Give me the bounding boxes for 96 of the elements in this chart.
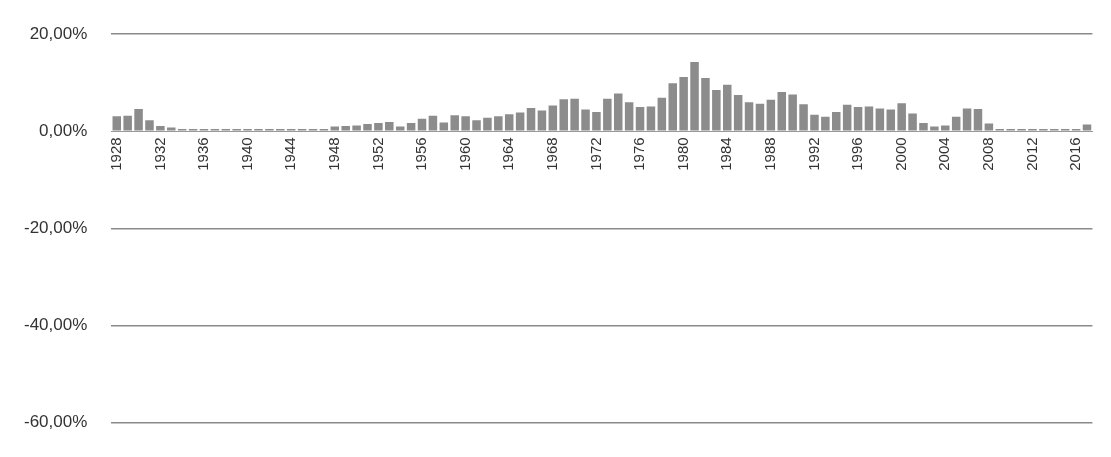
- bar: [766, 99, 776, 131]
- bar: [624, 102, 634, 131]
- bar: [363, 124, 372, 131]
- x-tick-label: 1952: [368, 137, 386, 171]
- y-tick-label: -60,00%: [23, 412, 88, 432]
- bar: [504, 114, 514, 131]
- bar: [537, 110, 547, 131]
- bar: [755, 103, 765, 131]
- bar: [570, 98, 579, 131]
- bar: [592, 111, 601, 131]
- bar: [330, 126, 340, 131]
- x-tick-label: 1960: [455, 137, 473, 171]
- bar: [842, 104, 852, 131]
- x-tick-label: 1928: [106, 137, 124, 171]
- bar: [646, 106, 656, 131]
- bar: [919, 123, 928, 131]
- x-tick-label: 1948: [324, 137, 342, 171]
- bar: [701, 77, 710, 131]
- bar: [984, 123, 994, 131]
- bar: [973, 109, 983, 131]
- bar: [788, 94, 797, 131]
- bar: [374, 123, 383, 131]
- bar: [744, 102, 754, 131]
- bar: [581, 109, 590, 131]
- bar: [341, 126, 350, 131]
- bar: [461, 116, 470, 131]
- bar: [821, 116, 830, 131]
- bar: [472, 120, 481, 131]
- bar: [559, 99, 568, 131]
- bar: [395, 126, 405, 131]
- bar: [385, 122, 394, 131]
- bar: [864, 106, 874, 131]
- x-tick-label: 1956: [412, 137, 430, 171]
- x-tick-label: 1932: [150, 137, 168, 171]
- y-tick-label: 0,00%: [39, 121, 88, 141]
- bar: [156, 126, 165, 131]
- bar: [723, 84, 732, 131]
- x-tick-label: 1968: [542, 137, 560, 171]
- bar: [613, 93, 623, 131]
- bar: [679, 76, 688, 131]
- bar: [483, 117, 492, 131]
- bar: [712, 90, 721, 131]
- bar: [690, 61, 699, 131]
- bar: [494, 116, 503, 131]
- x-tick-label: 1944: [281, 137, 299, 171]
- bar: [886, 109, 896, 131]
- x-tick-label: 1992: [804, 137, 822, 171]
- x-tick-label: 1936: [194, 137, 212, 171]
- bar: [962, 108, 972, 131]
- bar: [733, 94, 743, 131]
- bar: [123, 115, 132, 131]
- bar: [417, 118, 427, 131]
- bar: [526, 108, 536, 131]
- bar: [930, 126, 939, 131]
- x-tick-label: 1964: [499, 137, 517, 171]
- bar: [515, 112, 525, 131]
- bar: [1082, 124, 1092, 131]
- bar: [908, 113, 917, 131]
- bar: [450, 115, 459, 131]
- x-tick-label: 1940: [237, 137, 255, 171]
- bar: [112, 116, 122, 131]
- bar: [145, 120, 154, 131]
- bar: [853, 107, 863, 131]
- x-tick-label: 1996: [848, 137, 866, 171]
- bar: [799, 104, 808, 131]
- x-tick-label: 1984: [717, 137, 735, 171]
- bar: [951, 116, 961, 131]
- y-tick-label: -20,00%: [23, 218, 88, 238]
- x-tick-label: 1972: [586, 137, 604, 171]
- bar: [832, 111, 841, 131]
- bar: [810, 114, 819, 131]
- bar: [777, 92, 787, 131]
- bar: [167, 127, 176, 131]
- y-tick-label: 20,00%: [29, 23, 88, 43]
- bar: [352, 125, 361, 131]
- bar: [428, 115, 438, 131]
- bar: [668, 83, 677, 131]
- bar: [439, 122, 449, 131]
- bar: [134, 109, 143, 131]
- x-tick-label: 2004: [935, 137, 953, 171]
- x-tick-label: 2012: [1022, 137, 1040, 171]
- bar: [548, 105, 558, 131]
- x-tick-label: 2000: [891, 137, 909, 171]
- x-tick-label: 2016: [1066, 137, 1084, 171]
- y-tick-label: -40,00%: [23, 315, 88, 335]
- x-tick-label: 1980: [673, 137, 691, 171]
- bar: [635, 107, 645, 131]
- bar: [941, 125, 950, 131]
- bar: [897, 103, 906, 131]
- bar: [406, 123, 416, 131]
- x-tick-label: 1976: [630, 137, 648, 171]
- bar: [603, 98, 612, 131]
- x-tick-label: 2008: [979, 137, 997, 171]
- bar: [657, 97, 667, 131]
- bar: [875, 108, 885, 131]
- x-tick-label: 1988: [761, 137, 778, 171]
